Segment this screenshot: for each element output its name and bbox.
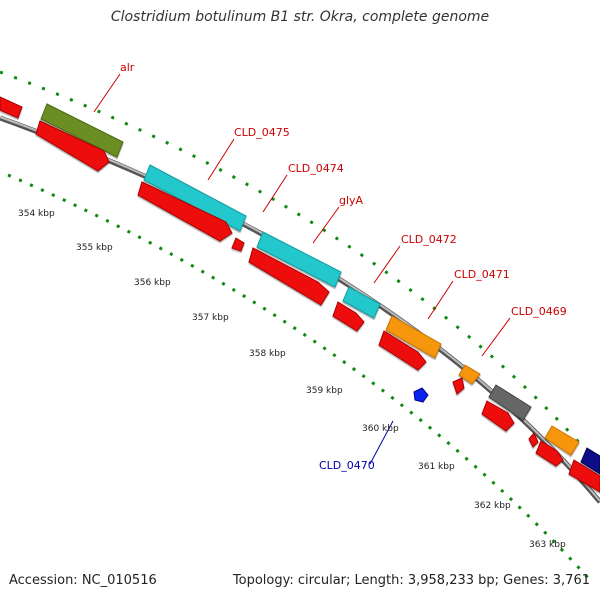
cds-arrow[interactable]	[481, 400, 515, 432]
tick-label: 361 kbp	[418, 462, 455, 472]
tick-label: 356 kbp	[134, 278, 171, 288]
genome-backbone	[0, 115, 600, 504]
feature-glya[interactable]	[256, 231, 342, 288]
feature-gray-gene[interactable]	[488, 384, 532, 421]
label-cld-0475: CLD_0475	[234, 126, 290, 139]
leader-cld-0472	[373, 245, 401, 284]
topology-label: Topology: circular; Length: 3,958,233 bp…	[232, 573, 590, 588]
label-cld-0471: CLD_0471	[454, 268, 510, 281]
leader-cld-0470	[369, 420, 394, 465]
feature-cld-0470[interactable]	[413, 387, 429, 403]
cds-arrow[interactable]	[332, 301, 365, 332]
genome-backbone-highlight	[0, 116, 600, 502]
tick-label: 354 kbp	[18, 209, 55, 219]
label-cld-0470: CLD_0470	[319, 459, 375, 472]
label-cld-0469: CLD_0469	[511, 305, 567, 318]
tick-label: 363 kbp	[529, 540, 566, 550]
tick-label: 360 kbp	[362, 424, 399, 434]
cds-arrow[interactable]	[452, 377, 465, 395]
leader-cld-0471	[427, 280, 454, 320]
tick-label: 358 kbp	[249, 349, 286, 359]
accession-label: Accession: NC_010516	[9, 573, 157, 588]
label-cld-0472: CLD_0472	[401, 233, 457, 246]
leader-cld-0474	[262, 174, 288, 213]
cds-arrow[interactable]	[528, 432, 539, 448]
cds-arrow[interactable]	[248, 247, 330, 306]
leader-cld-0475	[207, 138, 235, 181]
feature-orange-gene[interactable]	[544, 425, 580, 456]
label-alr: alr	[120, 61, 135, 74]
feature-navy-gene[interactable]	[580, 447, 600, 475]
cds-arrow[interactable]	[568, 459, 600, 493]
feature-cld-0475[interactable]	[143, 164, 247, 232]
feature-alr[interactable]	[40, 103, 124, 158]
label-cld-0474: CLD_0474	[288, 162, 344, 175]
feature-cld-0472[interactable]	[342, 286, 381, 319]
cds-arrow[interactable]	[137, 181, 233, 242]
tick-label: 355 kbp	[76, 243, 113, 253]
cds-arrow[interactable]	[231, 237, 245, 252]
feature-cld-0469[interactable]	[458, 364, 481, 385]
label-glya: glyA	[339, 194, 364, 207]
cds-arrow[interactable]	[35, 120, 110, 172]
cds-arrow[interactable]	[0, 96, 23, 119]
map-title: Clostridium botulinum B1 str. Okra, comp…	[110, 9, 490, 25]
tick-label: 362 kbp	[474, 501, 511, 511]
feature-cld-0471[interactable]	[385, 315, 442, 359]
cds-arrow[interactable]	[535, 440, 564, 467]
tick-label: 357 kbp	[192, 313, 229, 323]
leader-cld-0469	[481, 317, 511, 357]
cds-arrow[interactable]	[378, 330, 427, 371]
tick-label: 359 kbp	[306, 386, 343, 396]
inner-tick-dots	[7, 173, 592, 582]
leader-alr	[93, 73, 121, 113]
leader-glya	[312, 206, 340, 244]
